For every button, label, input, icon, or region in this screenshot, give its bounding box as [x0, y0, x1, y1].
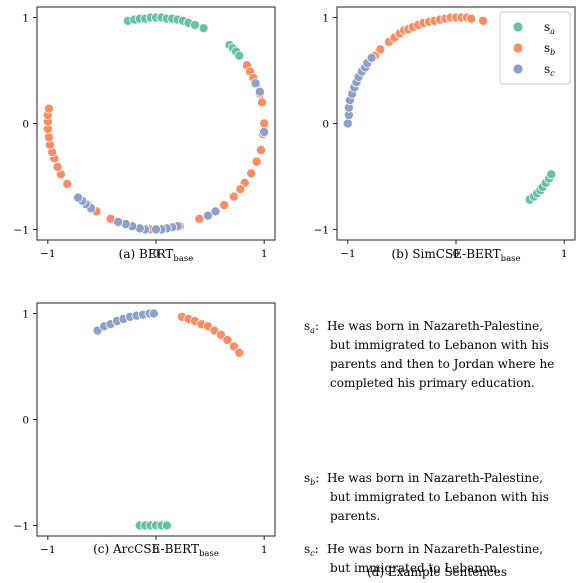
point-sb — [228, 341, 239, 352]
legend-label-sa: sa — [544, 20, 555, 36]
point-sa — [189, 20, 200, 31]
point-sa — [234, 50, 245, 61]
point-sc — [259, 126, 270, 137]
panel-caption: (b) SimCSE-BERTbase — [391, 247, 520, 264]
point-sb — [228, 191, 239, 202]
y-tick-label: 1 — [22, 309, 29, 321]
sentence-line: He was born in Nazareth-Palestine, — [327, 542, 543, 556]
sentence-line: but immigrated to Lebanon. — [330, 561, 501, 575]
point-sc — [148, 308, 159, 319]
point-sa — [198, 23, 209, 34]
point-sb — [43, 132, 54, 143]
x-tick-label: 0 — [153, 248, 160, 260]
y-tick-label: 0 — [322, 119, 329, 131]
point-sb — [219, 200, 230, 211]
point-sb — [259, 118, 270, 129]
sentence-line: but immigrated to Lebanon with his — [330, 490, 549, 504]
sentence-line: He was born in Nazareth-Palestine, — [327, 471, 543, 485]
x-tick-label: 1 — [261, 544, 268, 556]
point-sc — [342, 118, 353, 129]
point-sc — [366, 52, 377, 63]
y-tick-label: −1 — [14, 224, 29, 236]
x-tick-label: 1 — [561, 248, 568, 260]
y-tick-label: −1 — [314, 224, 329, 236]
point-sb — [466, 13, 477, 24]
x-tick-label: 0 — [453, 248, 460, 260]
point-sa — [546, 169, 557, 180]
legend: sa sb sc — [499, 11, 571, 85]
sentence-line: parents. — [330, 509, 380, 523]
sentences-caption: (d) Example Sentences — [367, 565, 507, 579]
point-sb — [251, 156, 262, 167]
x-tick-label: 1 — [261, 248, 268, 260]
point-sb — [52, 161, 63, 172]
point-sb — [194, 213, 205, 224]
sentence-line: parents and then to Jordan where he — [330, 357, 554, 371]
panel-caption: (c) ArcCSE-BERTbase — [93, 542, 219, 559]
point-sb — [62, 178, 73, 189]
point-sc — [202, 210, 213, 221]
point-sa — [161, 520, 172, 531]
legend-box — [499, 11, 571, 85]
point-sc — [113, 216, 124, 227]
sentence-label-b: sb: — [304, 471, 319, 487]
chart-panel-1: −1 0 1 −1 0 1 (a) BERTbase — [14, 6, 276, 264]
point-sb — [235, 184, 246, 195]
x-tick-label: −1 — [40, 248, 55, 260]
x-tick-label: −1 — [40, 544, 55, 556]
x-tick-label: 0 — [153, 544, 160, 556]
sentence-line: completed his primary education. — [330, 376, 535, 390]
legend-marker-sc — [512, 63, 524, 75]
chart-panel-2: −1 0 1 −1 0 1 sa sb sc (b) SimCSE-BERTbase — [314, 6, 576, 264]
y-tick-label: 1 — [322, 13, 329, 25]
y-tick-label: −1 — [14, 520, 29, 532]
chart-panel-3: −1 0 1 −1 0 1 (c) ArcCSE-BERTbase — [14, 302, 276, 559]
sentence-label-c: sc: — [304, 542, 319, 558]
point-sb — [215, 329, 226, 340]
point-sb — [222, 335, 233, 346]
point-sb — [478, 15, 489, 26]
legend-label-sc: sc — [544, 62, 555, 78]
point-sb — [234, 347, 245, 358]
y-tick-label: 0 — [22, 415, 29, 427]
x-tick-label: −1 — [340, 248, 355, 260]
point-sc — [254, 86, 265, 97]
panel-caption: (a) BERTbase — [119, 247, 194, 264]
sentence-line: but immigrated to Lebanon with his — [330, 338, 549, 352]
point-sc — [210, 206, 221, 217]
point-sb — [257, 97, 268, 108]
point-sb — [375, 44, 386, 55]
legend-label-sb: sb — [544, 41, 555, 57]
point-sc — [73, 192, 84, 203]
example-sentences: sa: He was born in Nazareth-Palestine, but… — [304, 319, 554, 579]
sentence-line: He was born in Nazareth-Palestine, — [327, 319, 543, 333]
y-tick-label: 1 — [22, 13, 29, 25]
legend-marker-sb — [512, 42, 524, 54]
point-sb — [43, 103, 54, 114]
y-tick-label: 0 — [22, 119, 29, 131]
point-sc — [150, 224, 161, 235]
point-sb — [255, 144, 266, 155]
plot-frame — [36, 302, 276, 537]
legend-marker-sa — [512, 21, 524, 33]
plot-frame — [36, 6, 276, 241]
sentence-label-a: sa: — [304, 319, 319, 335]
point-sb — [246, 168, 257, 179]
point-sc — [250, 78, 261, 89]
